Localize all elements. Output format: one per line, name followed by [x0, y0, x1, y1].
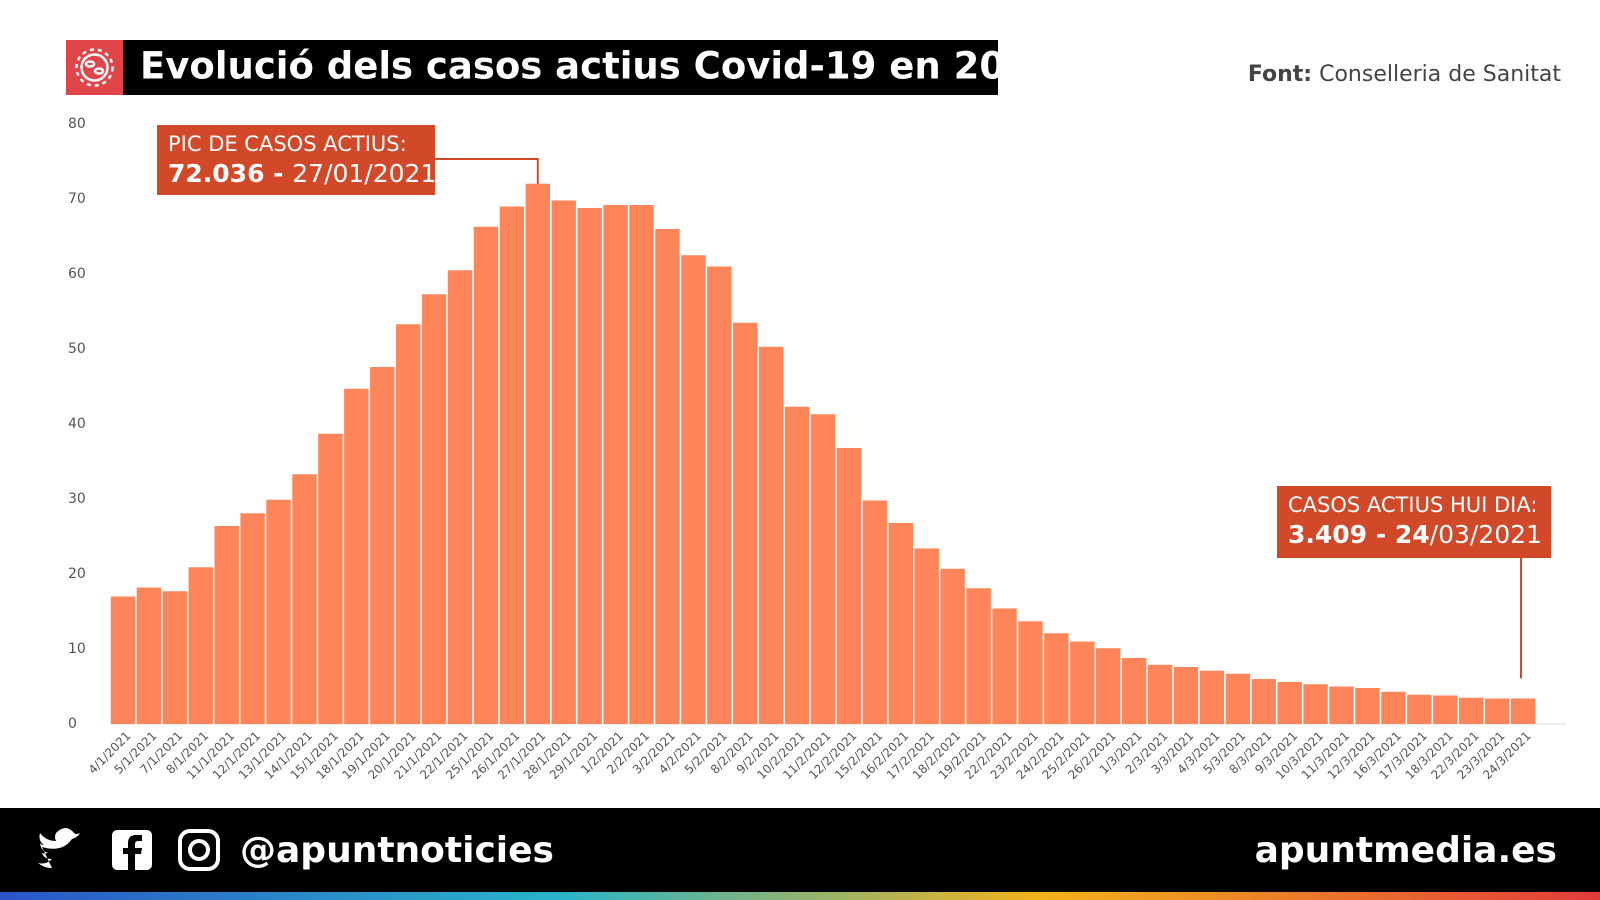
bar — [758, 346, 784, 724]
bar — [707, 266, 732, 724]
annotation-connector — [435, 158, 539, 184]
bar — [1355, 688, 1380, 724]
bar — [344, 388, 369, 724]
bar — [370, 367, 395, 724]
annotation-value-text: 27/01/2021 — [292, 159, 436, 188]
bar — [1433, 695, 1458, 724]
annotation-title: PIC DE CASOS ACTIUS: — [168, 132, 407, 156]
bar — [1225, 673, 1251, 724]
bar — [914, 548, 939, 724]
bar — [784, 406, 810, 724]
y-tick-label: 20 — [68, 566, 86, 582]
bar — [940, 568, 965, 724]
bar — [836, 448, 862, 724]
bar — [655, 229, 680, 724]
bar — [1018, 621, 1043, 724]
bar — [1199, 670, 1225, 724]
bar — [1381, 691, 1406, 724]
bar — [395, 324, 421, 724]
annotation-value: 3.409 - 24/03/2021 — [1288, 520, 1542, 549]
bar — [473, 226, 499, 724]
annotation-value: 72.036 - 27/01/2021 — [168, 159, 436, 188]
y-tick-label: 10 — [68, 641, 86, 657]
footer-site[interactable]: apuntmedia.es — [1255, 830, 1557, 871]
bar — [1251, 679, 1276, 724]
bar — [110, 596, 136, 724]
bar — [447, 270, 473, 724]
bar — [525, 183, 550, 725]
annotation-box — [157, 125, 435, 195]
rainbow-strip — [0, 892, 1600, 900]
bar — [1303, 684, 1328, 724]
bar — [681, 255, 706, 724]
y-tick-label: 30 — [68, 491, 86, 507]
annotation-value-bold: 72.036 - — [168, 159, 292, 188]
facebook-f — [123, 835, 142, 870]
instagram-lens — [188, 839, 210, 861]
bar — [1044, 633, 1069, 724]
bar — [1121, 658, 1147, 724]
bar — [992, 608, 1017, 724]
bar — [629, 205, 654, 724]
annotation-box — [1277, 486, 1551, 558]
annotation-value-text: /03/2021 — [1430, 520, 1542, 549]
y-tick-label: 40 — [68, 416, 86, 432]
bar — [810, 414, 836, 724]
bar — [888, 523, 913, 724]
instagram-icon[interactable] — [178, 829, 220, 871]
y-tick-label: 80 — [68, 116, 86, 132]
y-tick-label: 0 — [68, 716, 77, 732]
twitter-icon[interactable] — [38, 828, 80, 868]
y-tick-label: 70 — [68, 191, 86, 207]
bar — [1277, 682, 1302, 724]
bar — [162, 591, 188, 724]
bar — [1510, 698, 1536, 724]
title-box — [66, 40, 998, 95]
bar — [577, 208, 602, 724]
bar — [1070, 641, 1095, 724]
bar — [499, 206, 525, 724]
y-tick-label: 60 — [68, 266, 86, 282]
bar — [1407, 694, 1432, 724]
bar — [266, 499, 291, 724]
bar — [551, 200, 576, 724]
bar — [862, 500, 888, 724]
source: Font: Conselleria de Sanitat — [1248, 62, 1561, 87]
bar — [188, 567, 213, 724]
y-tick-label: 50 — [68, 341, 86, 357]
footer — [0, 808, 1600, 892]
bar — [603, 205, 628, 724]
title-icon-box — [66, 40, 123, 95]
bar — [1458, 697, 1484, 724]
bar — [1096, 648, 1121, 724]
bar — [240, 513, 265, 724]
source-label: Font: — [1248, 62, 1312, 87]
chart-title: Evolució dels casos actius Covid-19 en 2… — [140, 45, 1057, 88]
bar — [318, 433, 343, 724]
bar — [421, 294, 447, 724]
bar — [292, 474, 317, 724]
bar — [733, 322, 758, 724]
virus-icon — [75, 48, 114, 87]
footer-handle[interactable]: @apuntnoticies — [240, 830, 554, 871]
bar — [1147, 664, 1173, 724]
annotation-title: CASOS ACTIUS HUI DIA: — [1288, 493, 1537, 517]
bar — [1329, 686, 1354, 724]
bar — [1484, 698, 1510, 724]
bar — [1173, 667, 1199, 724]
plot: 010203040506070804/1/20215/1/20217/1/202… — [68, 116, 1566, 782]
source-text: Conselleria de Sanitat — [1319, 62, 1561, 87]
bar — [966, 588, 991, 724]
bar — [214, 526, 239, 724]
annotation-value-bold: 3.409 - 24 — [1288, 520, 1430, 549]
bar — [136, 587, 162, 724]
